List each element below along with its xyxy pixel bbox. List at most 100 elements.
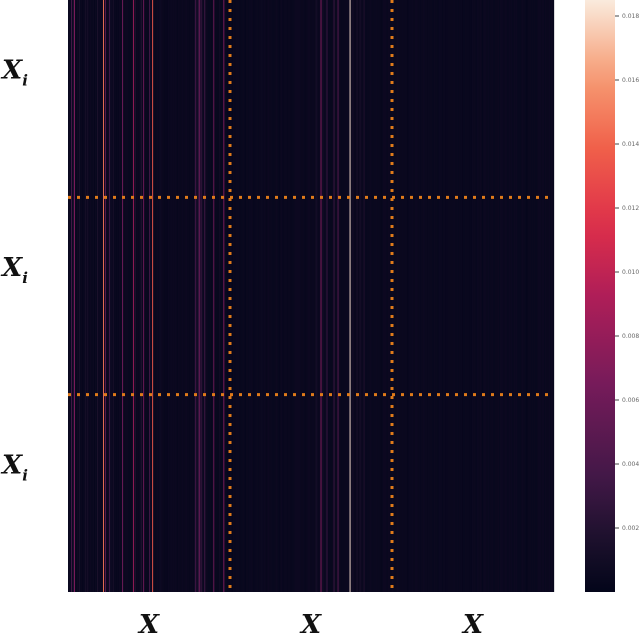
heatmap-column xyxy=(129,0,131,592)
heatmap-column xyxy=(522,0,525,592)
heatmap-column xyxy=(477,0,479,592)
heatmap-column xyxy=(485,0,488,592)
colorbar-tick-label: 0.018 xyxy=(622,13,639,20)
heatmap-column xyxy=(409,0,411,592)
heatmap-column xyxy=(104,0,106,592)
heatmap-column xyxy=(137,0,139,592)
heatmap-column xyxy=(422,0,424,592)
heatmap-column xyxy=(194,0,196,592)
heatmap-column xyxy=(551,0,554,592)
heatmap-column xyxy=(176,0,178,592)
heatmap-column xyxy=(124,0,126,592)
heatmap-column xyxy=(310,0,312,592)
heatmap-column xyxy=(486,0,489,592)
heatmap-column xyxy=(216,0,218,592)
heatmap-column xyxy=(218,0,220,592)
heatmap-column xyxy=(365,0,367,592)
heatmap-column xyxy=(87,0,89,592)
heatmap-column xyxy=(443,0,445,592)
heatmap-column xyxy=(233,0,235,592)
heatmap-column xyxy=(390,0,392,592)
heatmap-column xyxy=(395,0,397,592)
heatmap-column xyxy=(246,0,248,592)
heatmap-column xyxy=(498,0,501,592)
heatmap-column xyxy=(382,0,384,592)
heatmap-column xyxy=(244,0,246,592)
heatmap-column xyxy=(347,0,349,592)
heatmap-column xyxy=(144,0,146,592)
heatmap-column xyxy=(512,0,515,592)
heatmap-column xyxy=(501,0,504,592)
heatmap-column xyxy=(437,0,439,592)
heatmap-column xyxy=(106,0,108,592)
heatmap-column xyxy=(343,0,345,592)
heatmap-column xyxy=(220,0,222,592)
heatmap-column xyxy=(549,0,552,592)
heatmap-column xyxy=(277,0,279,592)
row-label-subscript: i xyxy=(22,72,28,90)
heatmap-column xyxy=(107,0,109,592)
heatmap-column xyxy=(156,0,158,592)
heatmap-column xyxy=(360,0,362,592)
heatmap-column xyxy=(543,0,546,592)
heatmap-column xyxy=(300,0,302,592)
heatmap-column xyxy=(210,0,212,592)
heatmap-column xyxy=(370,0,372,592)
heatmap-column xyxy=(423,0,425,592)
heatmap-column xyxy=(411,0,413,592)
heatmap-column xyxy=(267,0,269,592)
heatmap-column xyxy=(469,0,471,592)
heatmap-column xyxy=(295,0,297,592)
heatmap-column xyxy=(417,0,419,592)
heatmap-column xyxy=(189,0,191,592)
heatmap-column xyxy=(332,0,334,592)
heatmap-column xyxy=(492,0,495,592)
heatmap-column xyxy=(419,0,421,592)
heatmap-column xyxy=(88,0,90,592)
heatmap-column xyxy=(159,0,161,592)
heatmap-column xyxy=(111,0,113,592)
heatmap-column xyxy=(472,0,474,592)
heatmap-column xyxy=(80,0,82,592)
heatmap-column xyxy=(96,0,98,592)
heatmap-column xyxy=(175,0,177,592)
heatmap-column xyxy=(200,0,202,592)
heatmap-column xyxy=(526,0,529,592)
heatmap-column xyxy=(497,0,500,592)
colorbar-tick-label: 0.016 xyxy=(622,77,639,84)
heatmap-column xyxy=(268,0,270,592)
heatmap-column xyxy=(401,0,403,592)
heatmap-column xyxy=(180,0,182,592)
heatmap-column xyxy=(475,0,477,592)
heatmap-column xyxy=(429,0,431,592)
heatmap-column xyxy=(410,0,412,592)
heatmap-column xyxy=(439,0,441,592)
heatmap-column xyxy=(177,0,179,592)
heatmap-column xyxy=(264,0,266,592)
heatmap-column xyxy=(145,0,147,592)
heatmap-column xyxy=(205,0,207,592)
heatmap-column xyxy=(542,0,545,592)
heatmap-column xyxy=(372,0,374,592)
heatmap-column xyxy=(242,0,244,592)
heatmap-column xyxy=(235,0,237,592)
heatmap-column xyxy=(206,0,208,592)
heatmap-column xyxy=(326,0,328,592)
heatmap-column xyxy=(167,0,169,592)
heatmap-column xyxy=(523,0,526,592)
heatmap-column xyxy=(511,0,514,592)
heatmap-column xyxy=(404,0,406,592)
heatmap-column xyxy=(385,0,387,592)
heatmap-column xyxy=(464,0,466,592)
heatmap-column xyxy=(400,0,402,592)
heatmap-column xyxy=(363,0,365,592)
heatmap-column xyxy=(352,0,354,592)
heatmap-column xyxy=(301,0,303,592)
heatmap-column xyxy=(213,0,215,592)
heatmap-column xyxy=(466,0,468,592)
heatmap-column xyxy=(337,0,339,592)
heatmap-column xyxy=(342,0,344,592)
heatmap-column xyxy=(98,0,100,592)
heatmap-column xyxy=(303,0,305,592)
